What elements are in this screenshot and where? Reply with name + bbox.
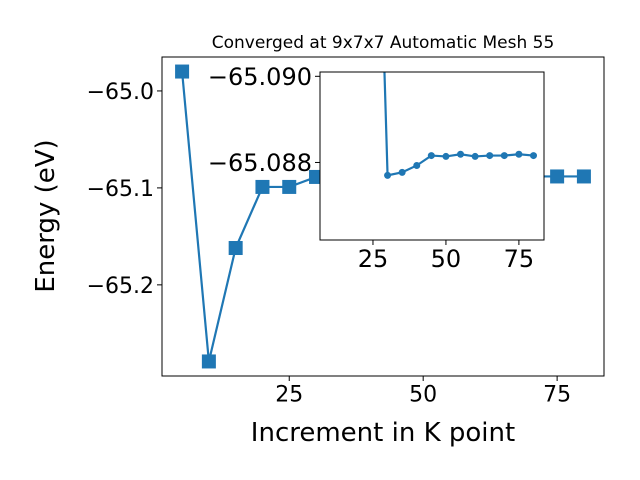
- marker: [413, 161, 421, 169]
- marker: [384, 171, 392, 179]
- marker: [529, 152, 537, 160]
- x-axis-label: Increment in K point: [251, 418, 515, 448]
- x-tick-label: 25: [275, 383, 303, 408]
- axes-frame: [319, 71, 545, 241]
- axes: 25 50 75 −65.088 −65.090: [208, 63, 545, 273]
- marker: [471, 152, 479, 160]
- y-tick-label: −65.1: [87, 177, 154, 202]
- marker: [500, 152, 508, 160]
- chart-title: Converged at 9x7x7 Automatic Mesh 55: [212, 33, 555, 53]
- x-tick-label: 50: [431, 245, 462, 273]
- marker: [201, 354, 216, 369]
- x-tick-label: 75: [543, 383, 571, 408]
- y-tick-label: −65.088: [208, 149, 312, 177]
- marker: [442, 152, 450, 160]
- x-tick-label: 75: [504, 245, 535, 273]
- marker: [550, 169, 565, 184]
- marker: [457, 150, 465, 158]
- x-tick-label: 25: [358, 245, 389, 273]
- marker: [255, 179, 270, 194]
- x-tick-label: 50: [409, 383, 437, 408]
- marker: [282, 179, 297, 194]
- y-tick-label: −65.2: [87, 274, 154, 299]
- axes-frame: [161, 56, 605, 377]
- marker: [175, 64, 190, 79]
- marker: [427, 152, 435, 160]
- marker: [398, 168, 406, 176]
- marker: [515, 150, 523, 158]
- plot-area: [383, 72, 537, 179]
- marker: [228, 241, 243, 256]
- y-axis-label: Energy (eV): [31, 139, 61, 292]
- marker: [576, 169, 591, 184]
- marker: [486, 152, 494, 160]
- y-tick-label: −65.0: [87, 80, 154, 105]
- y-tick-label: −65.090: [208, 63, 312, 91]
